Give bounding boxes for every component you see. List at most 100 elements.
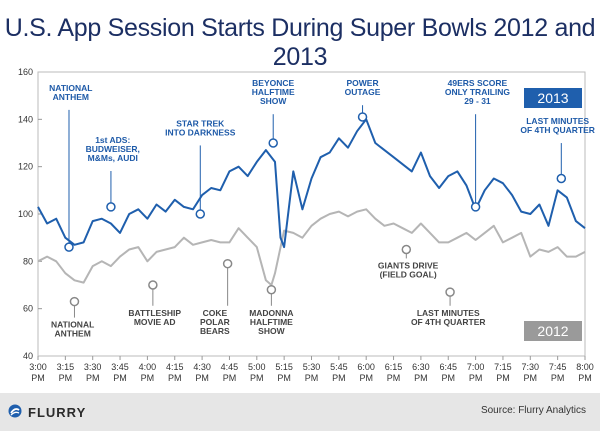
x-tick-label-ampm: PM xyxy=(195,373,209,383)
annotation-label: BATTLESHIP xyxy=(128,308,181,318)
annotation-label: SHOW xyxy=(258,326,285,336)
annotation-label: OF 4TH QUARTER xyxy=(411,317,486,327)
x-tick-label: 5:00 xyxy=(248,362,266,372)
annotation-label: (FIELD GOAL) xyxy=(380,269,437,279)
x-tick-label-ampm: PM xyxy=(359,373,373,383)
annotation-label: GIANTS DRIVE xyxy=(378,260,439,270)
series-line-2013 xyxy=(37,118,586,249)
x-tick-label-ampm: PM xyxy=(551,373,565,383)
x-tick-label: 5:45 xyxy=(330,362,348,372)
annotation-label: 49ERS SCORE xyxy=(448,78,508,88)
x-tick-label: 6:30 xyxy=(412,362,430,372)
x-tick-label-ampm: PM xyxy=(496,373,510,383)
annotation-label: INTO DARKNESS xyxy=(165,127,236,137)
x-tick-label-ampm: PM xyxy=(168,373,182,383)
annotation-label: M&Ms, AUDI xyxy=(88,153,138,163)
annotation-marker xyxy=(69,296,80,307)
annotation-marker xyxy=(222,258,233,269)
annotation-label: ONLY TRAILING xyxy=(445,87,511,97)
legend-badge-2012 xyxy=(524,321,582,341)
x-tick-label: 8:00 xyxy=(576,362,594,372)
annotation-label: LAST MINUTES xyxy=(526,116,589,126)
footer-bar: FLURRY Source: Flurry Analytics xyxy=(0,393,600,431)
annotation-label: MADONNA xyxy=(249,308,293,318)
y-tick-label: 160 xyxy=(18,67,33,77)
x-tick-label: 3:45 xyxy=(111,362,129,372)
annotation-label: 29 - 31 xyxy=(464,96,491,106)
annotation-marker xyxy=(148,280,158,290)
annotation-label: BUDWEISER, xyxy=(86,144,140,154)
x-tick-label: 6:15 xyxy=(385,362,403,372)
x-tick-label-ampm: PM xyxy=(578,373,592,383)
x-tick-label: 7:00 xyxy=(467,362,485,372)
x-tick-label: 6:00 xyxy=(357,362,375,372)
annotation-label: BEYONCE xyxy=(252,78,294,88)
annotation-label: SHOW xyxy=(260,96,287,106)
annotation-label: BEARS xyxy=(200,326,230,336)
annotation-label: POWER xyxy=(346,78,378,88)
annotation-marker xyxy=(556,173,567,184)
x-tick-label-ampm: PM xyxy=(31,373,45,383)
x-tick-label: 4:45 xyxy=(221,362,239,372)
y-tick-label: 60 xyxy=(23,304,33,314)
x-tick-label: 7:45 xyxy=(549,362,567,372)
x-tick-label-ampm: PM xyxy=(442,373,456,383)
x-tick-label-ampm: PM xyxy=(59,373,73,383)
x-tick-label-ampm: PM xyxy=(113,373,127,383)
annotation-label: OF 4TH QUARTER xyxy=(520,125,595,135)
annotation-label: ANTHEM xyxy=(54,329,90,339)
y-tick-label: 140 xyxy=(18,114,33,124)
x-tick-label: 3:00 xyxy=(29,362,47,372)
annotation-label: MOVIE AD xyxy=(134,317,176,327)
annotation-marker xyxy=(195,209,206,219)
x-tick-label-ampm: PM xyxy=(141,373,155,383)
annotation-marker xyxy=(64,242,74,252)
x-tick-label-ampm: PM xyxy=(524,373,538,383)
x-tick-label-ampm: PM xyxy=(223,373,237,383)
x-tick-label: 3:30 xyxy=(84,362,102,372)
annotation-label: 1st ADS: xyxy=(95,135,130,145)
x-tick-label: 5:15 xyxy=(275,362,293,372)
x-tick-label-ampm: PM xyxy=(414,373,428,383)
flurry-logo-icon xyxy=(8,404,22,418)
source-credit: Source: Flurry Analytics xyxy=(480,405,586,416)
y-tick-label: 80 xyxy=(23,256,33,266)
x-tick-label-ampm: PM xyxy=(332,373,346,383)
x-tick-label-ampm: PM xyxy=(277,373,291,383)
legend-badge-label-2013: 2013 xyxy=(537,90,568,106)
x-tick-label: 4:15 xyxy=(166,362,184,372)
x-tick-label-ampm: PM xyxy=(387,373,401,383)
plot-frame xyxy=(37,71,586,357)
annotation-marker xyxy=(106,202,116,212)
annotation-marker xyxy=(445,287,455,297)
annotation-marker xyxy=(266,284,277,295)
annotation-label: HALFTIME xyxy=(250,317,293,327)
annotation-label: STAR TREK xyxy=(176,118,225,128)
chart-title: U.S. App Session Starts During Super Bow… xyxy=(4,14,596,71)
legend-badge-label-2012: 2012 xyxy=(537,323,568,339)
x-tick-label-ampm: PM xyxy=(250,373,264,383)
legend-badge-2013 xyxy=(524,88,582,108)
x-tick-label: 4:00 xyxy=(139,362,157,372)
chart-plot: 4060801001201401603:00PM3:15PM3:30PM3:45… xyxy=(18,67,595,383)
annotation-label: LAST MINUTES xyxy=(417,308,480,318)
annotation-label: ANTHEM xyxy=(53,92,89,102)
annotation-label: POLAR xyxy=(200,317,230,327)
annotation-marker xyxy=(268,138,278,148)
annotation-marker xyxy=(470,202,481,212)
x-tick-label: 5:30 xyxy=(303,362,321,372)
x-tick-label-ampm: PM xyxy=(86,373,100,383)
x-tick-label: 6:45 xyxy=(439,362,457,372)
y-tick-label: 100 xyxy=(18,209,33,219)
x-tick-label-ampm: PM xyxy=(305,373,319,383)
annotation-label: OUTAGE xyxy=(345,87,381,97)
x-tick-label: 7:15 xyxy=(494,362,512,372)
y-tick-label: 120 xyxy=(18,162,33,172)
x-tick-label-ampm: PM xyxy=(469,373,483,383)
y-tick-label: 40 xyxy=(23,351,33,361)
annotation-marker xyxy=(357,112,368,122)
x-tick-label: 3:15 xyxy=(57,362,75,372)
annotation-label: COKE xyxy=(203,308,228,318)
annotation-marker xyxy=(401,244,412,255)
brand-logo-text: FLURRY xyxy=(28,405,87,420)
